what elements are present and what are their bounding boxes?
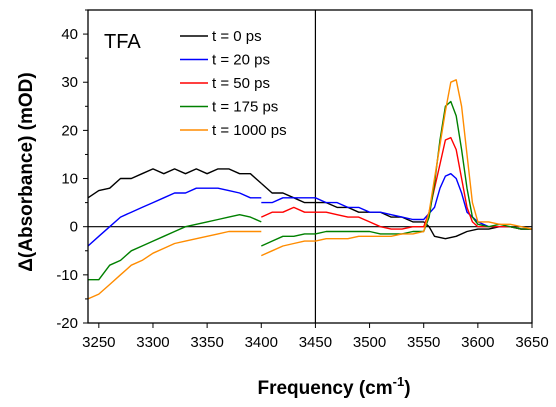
series-line — [261, 100, 532, 247]
series-t-50-ps — [261, 136, 532, 230]
y-tick-label: 20 — [61, 122, 78, 139]
legend-label: t = 1000 ps — [212, 122, 287, 139]
series-line — [261, 136, 532, 230]
x-axis-title-end: ) — [404, 378, 410, 399]
panel-label: TFA — [104, 31, 141, 53]
legend-label: t = 0 ps — [212, 28, 262, 45]
series-line — [87, 168, 262, 199]
x-axis-title-main: Frequency (cm — [257, 378, 392, 399]
x-tick-label: 3400 — [245, 334, 278, 351]
x-axis-title-sup: -1 — [393, 374, 405, 389]
series-t-1000-ps — [87, 79, 533, 300]
legend-label: t = 20 ps — [212, 52, 270, 69]
legend: t = 0 ps t = 20 ps t = 50 ps t = 175 ps t = … — [180, 28, 287, 139]
series-layer — [87, 79, 533, 300]
axis-ticks — [83, 9, 533, 328]
x-tick-label: 3500 — [353, 334, 386, 351]
x-tick-label: 3300 — [136, 334, 169, 351]
x-axis-title: Frequency (cm-1) — [257, 374, 410, 399]
x-tick-label: 3450 — [299, 334, 332, 351]
series-line — [261, 172, 532, 230]
x-tick-label: 3650 — [515, 334, 548, 351]
series-line — [87, 187, 262, 247]
y-tick-label: -20 — [56, 315, 78, 332]
legend-label: t = 175 ps — [212, 99, 278, 116]
tick-labels: 3250 3300 3350 3400 3450 3500 3550 3600 3650 -20 -… — [56, 26, 548, 351]
y-tick-label: -10 — [56, 267, 78, 284]
reference-lines — [88, 10, 532, 323]
legend-label: t = 50 ps — [212, 75, 270, 92]
x-tick-label: 3550 — [407, 334, 440, 351]
x-tick-label: 3600 — [461, 334, 494, 351]
y-tick-label: 0 — [70, 219, 78, 236]
y-tick-label: 40 — [61, 26, 78, 43]
y-tick-label: 10 — [61, 171, 78, 188]
series-line — [261, 79, 533, 257]
plot-frame — [87, 9, 533, 324]
y-axis-title: Δ(Absorbance) (mOD) — [16, 72, 37, 271]
series-line — [88, 213, 262, 281]
series-line — [87, 230, 262, 300]
x-tick-label: 3250 — [82, 334, 115, 351]
x-tick-label: 3350 — [190, 334, 223, 351]
series-t-20-ps — [87, 172, 532, 247]
y-tick-label: 30 — [61, 74, 78, 91]
